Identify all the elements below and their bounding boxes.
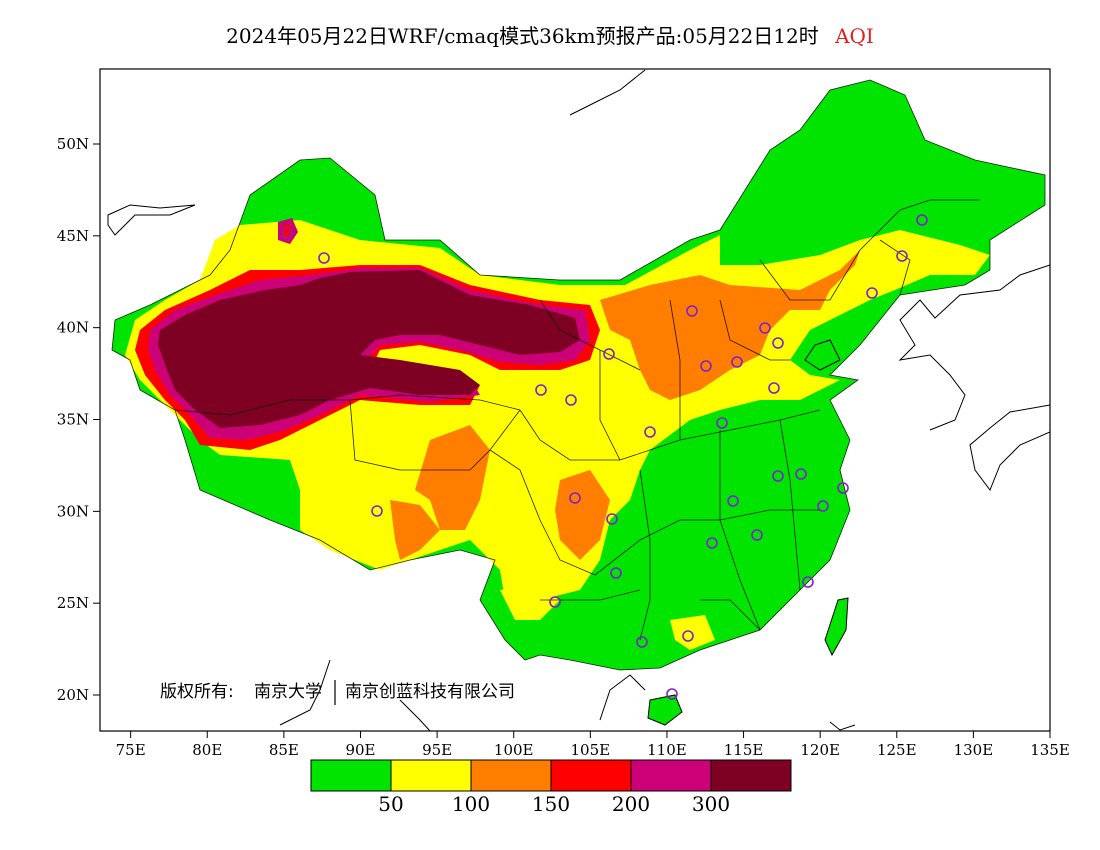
legend-swatch: [550, 759, 632, 792]
station-marker: [318, 252, 330, 264]
legend-label: 100: [452, 792, 490, 816]
aqi-legend: 50 100 150 200 300: [310, 759, 792, 816]
station-marker: [686, 305, 698, 317]
station-marker: [644, 426, 656, 438]
station-marker: [751, 529, 763, 541]
station-marker: [603, 348, 615, 360]
lon-tick-label: 85E: [269, 741, 299, 759]
lat-tick-label: 50N: [57, 135, 89, 153]
map-plot-area: [107, 69, 1050, 731]
lon-tick-label: 130E: [954, 741, 994, 759]
lat-tick-label: 30N: [57, 502, 89, 520]
lon-tick-label: 90E: [345, 741, 375, 759]
station-marker: [281, 227, 293, 239]
taiwan-island: [824, 597, 849, 657]
station-marker: [706, 537, 718, 549]
plot-frame: [99, 68, 1051, 732]
copyright-org-company: 南京创蓝科技有限公司: [345, 682, 515, 702]
legend-label: 300: [692, 792, 730, 816]
lon-tick-label: 100E: [494, 741, 534, 759]
station-marker: [772, 470, 784, 482]
station-marker: [682, 630, 694, 642]
legend-swatch: [630, 759, 712, 792]
station-marker: [837, 482, 849, 494]
station-markers: [281, 214, 928, 700]
lon-tick-label: 120E: [800, 741, 840, 759]
longitude-axis: 75E 80E 85E 90E 95E 100E 105E 110E 115E 120E 125E 1…: [116, 731, 1070, 759]
lon-tick-label: 105E: [571, 741, 611, 759]
station-marker: [610, 567, 622, 579]
station-marker: [731, 356, 743, 368]
lon-tick-label: 95E: [422, 741, 452, 759]
aqi-patch-usg-sichuan: [555, 470, 610, 560]
legend-label: 200: [612, 792, 650, 816]
legend-label: 50: [378, 792, 403, 816]
copyright-label: 版权所有:: [160, 682, 234, 702]
legend-label: 150: [532, 792, 570, 816]
aqi-patch-moderate-sw: [500, 585, 560, 620]
legend-swatch: [470, 759, 552, 792]
station-marker: [371, 505, 383, 517]
station-marker: [759, 322, 771, 334]
aqi-patch-usg-south-tibet: [390, 500, 440, 560]
legend-swatch: [310, 759, 392, 792]
lon-tick-label: 80E: [192, 741, 222, 759]
lon-tick-label: 110E: [647, 741, 687, 759]
lat-tick-label: 40N: [57, 319, 89, 337]
province-boundaries: [111, 79, 1046, 671]
map-title: 2024年05月22日WRF/cmaq模式36km预报产品:05月22日12时 …: [0, 20, 1100, 49]
station-marker: [666, 688, 678, 700]
title-text: 2024年05月22日WRF/cmaq模式36km预报产品:05月22日12时: [226, 24, 819, 48]
station-marker: [569, 492, 581, 504]
copyright-org-nju: 南京大学: [254, 682, 322, 702]
station-marker: [768, 382, 780, 394]
station-marker: [636, 636, 648, 648]
lon-tick-label: 125E: [877, 741, 917, 759]
legend-swatch: [390, 759, 472, 792]
station-marker: [866, 287, 878, 299]
hainan-island: [647, 694, 683, 726]
lat-tick-label: 45N: [57, 227, 89, 245]
station-marker: [700, 360, 712, 372]
lat-tick-label: 35N: [57, 411, 89, 429]
station-marker: [549, 596, 561, 608]
aqi-patch-usg-tibet: [415, 425, 490, 530]
station-marker: [896, 250, 908, 262]
station-marker: [535, 384, 547, 396]
station-marker: [802, 576, 814, 588]
station-marker: [606, 513, 618, 525]
latitude-axis: 50N 45N 40N 35N 30N 25N 20N: [57, 135, 100, 704]
legend-swatch: [710, 759, 792, 792]
lat-tick-label: 25N: [57, 594, 89, 612]
station-marker: [795, 468, 807, 480]
aqi-region-hazardous: [158, 270, 580, 428]
lon-tick-label: 115E: [724, 741, 764, 759]
coastlines: [107, 69, 1050, 731]
lat-tick-label: 20N: [57, 686, 89, 704]
station-marker: [727, 495, 739, 507]
station-marker: [916, 214, 928, 226]
lon-tick-label: 135E: [1030, 741, 1070, 759]
title-variable: AQI: [835, 24, 874, 48]
station-marker: [772, 337, 784, 349]
station-marker: [817, 500, 829, 512]
station-marker: [716, 417, 728, 429]
station-marker: [565, 394, 577, 406]
aqi-region-usg: [600, 250, 860, 400]
lon-tick-label: 75E: [116, 741, 146, 759]
